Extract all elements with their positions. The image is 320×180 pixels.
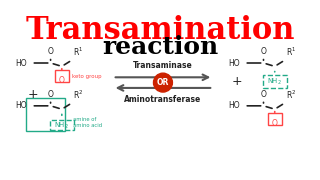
Text: +: + bbox=[28, 88, 38, 101]
Text: keto group: keto group bbox=[72, 74, 102, 79]
Text: O: O bbox=[260, 90, 267, 99]
Text: O: O bbox=[48, 47, 53, 56]
Text: O: O bbox=[260, 47, 267, 56]
Text: OR: OR bbox=[157, 78, 169, 87]
Text: reaction: reaction bbox=[102, 35, 218, 59]
Text: O: O bbox=[59, 76, 65, 85]
Text: R$^2$: R$^2$ bbox=[286, 89, 296, 101]
Text: R$^2$: R$^2$ bbox=[73, 89, 83, 101]
Text: NH$_2$: NH$_2$ bbox=[54, 120, 69, 131]
Text: amine of
amino acid: amine of amino acid bbox=[73, 117, 102, 128]
Text: Transamination: Transamination bbox=[25, 15, 295, 46]
Text: HO: HO bbox=[15, 101, 27, 110]
Text: R$^1$: R$^1$ bbox=[286, 46, 296, 58]
Text: O: O bbox=[272, 119, 278, 128]
Text: HO: HO bbox=[228, 58, 240, 68]
Text: +: + bbox=[232, 75, 242, 88]
Text: O: O bbox=[48, 90, 53, 99]
Text: Aminotransferase: Aminotransferase bbox=[124, 95, 202, 104]
Text: HO: HO bbox=[228, 101, 240, 110]
Text: R$^1$: R$^1$ bbox=[73, 46, 83, 58]
Text: HO: HO bbox=[15, 58, 27, 68]
Circle shape bbox=[154, 73, 172, 92]
Text: NH$_2$: NH$_2$ bbox=[267, 77, 282, 87]
Text: Transaminase: Transaminase bbox=[133, 61, 193, 70]
